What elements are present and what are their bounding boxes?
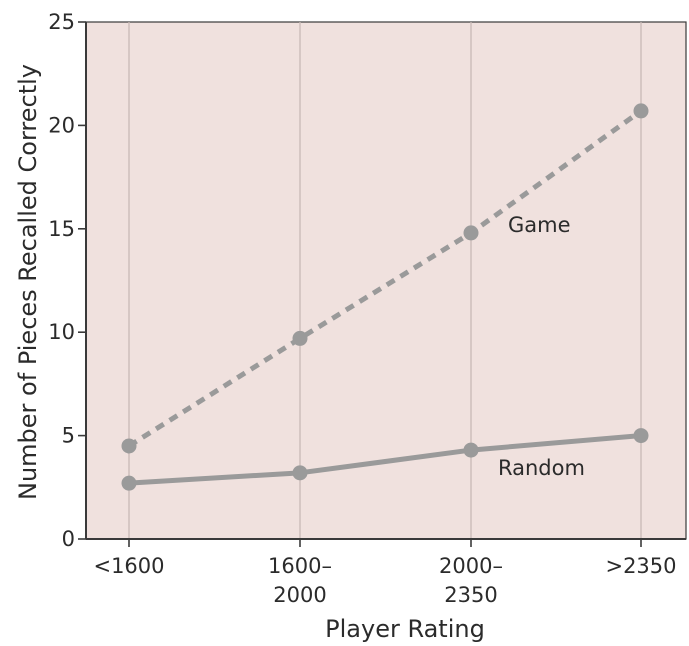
series-line-random <box>128 433 642 486</box>
series-label-game: Game <box>508 213 571 237</box>
point-game-3 <box>633 103 649 119</box>
axes <box>85 22 686 540</box>
x-axis-title: Player Rating <box>325 615 485 643</box>
point-game-1 <box>292 330 308 346</box>
x-tick-label-line: 2000– <box>439 554 503 578</box>
y-axis-title: Number of Pieces Recalled Correctly <box>14 64 42 500</box>
y-tick-label-1: 5 <box>62 424 75 448</box>
y-tick-label-4: 20 <box>48 113 75 137</box>
y-axis-ticks: 0 5 10 15 20 25 <box>48 10 86 551</box>
x-tick-label-line: 2350 <box>444 583 497 607</box>
point-game-2 <box>463 225 479 241</box>
x-tick-label-line: >2350 <box>605 554 676 578</box>
point-random-1 <box>292 465 308 481</box>
x-axis-ticks: <1600 1600– 2000 2000– 2350 >2350 <box>93 539 677 607</box>
y-tick-label-0: 0 <box>62 527 75 551</box>
series-label-random: Random <box>498 456 585 480</box>
x-tick-label-line: 2000 <box>273 583 326 607</box>
point-random-0 <box>121 475 137 491</box>
x-tick-label-1: 1600– 2000 <box>268 554 332 607</box>
y-tick-label-2: 10 <box>48 320 75 344</box>
point-random-3 <box>633 428 649 444</box>
x-tick-label-2: 2000– 2350 <box>439 554 503 607</box>
plot-area <box>85 21 687 540</box>
point-game-0 <box>121 438 137 454</box>
x-tick-label-line: 1600– <box>268 554 332 578</box>
series-layer: Game Random <box>121 103 649 491</box>
y-tick-label-3: 15 <box>48 217 75 241</box>
x-tick-label-3: >2350 <box>605 554 676 578</box>
x-tick-label-line: <1600 <box>93 554 164 578</box>
x-tick-label-0: <1600 <box>93 554 164 578</box>
series-line-game <box>127 108 643 449</box>
point-random-2 <box>463 442 479 458</box>
y-tick-label-5: 25 <box>48 10 75 34</box>
